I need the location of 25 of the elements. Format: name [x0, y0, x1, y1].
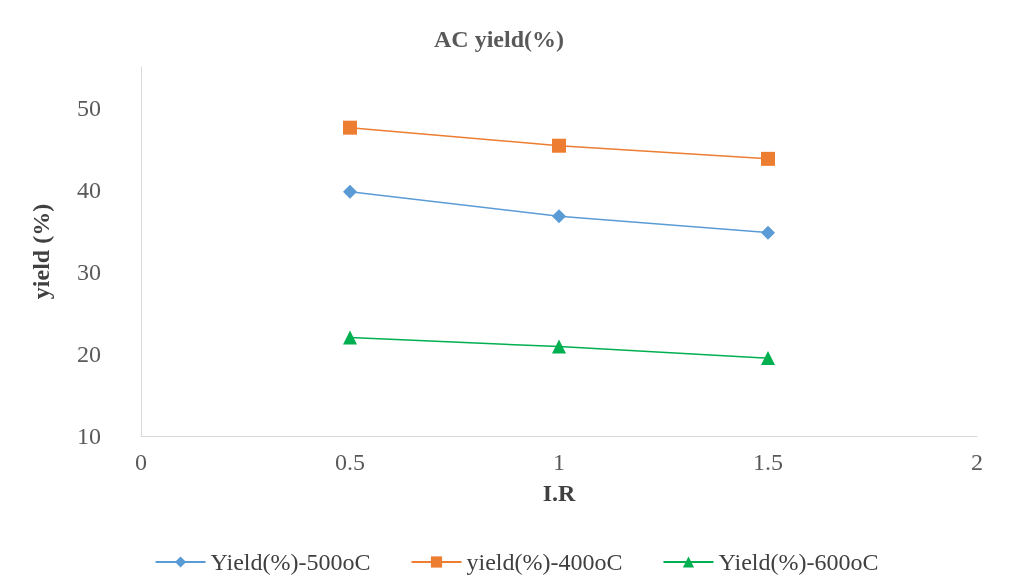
- y-tick-label: 30: [77, 259, 101, 285]
- point: [761, 151, 775, 166]
- point: [552, 339, 566, 354]
- x-tick-label: 0: [135, 449, 147, 475]
- y-tick-label: 20: [77, 341, 101, 367]
- y-tick-label: 10: [77, 423, 101, 449]
- y-axis-title: yield (%): [28, 203, 54, 300]
- point: [343, 330, 357, 345]
- point: [343, 184, 357, 199]
- point: [552, 209, 566, 224]
- x-tick-label: 1.5: [753, 449, 783, 475]
- point: [343, 120, 357, 135]
- point: [761, 351, 775, 366]
- x-tick-label: 2: [971, 449, 983, 475]
- chart-title: AC yield(%): [434, 26, 564, 52]
- point: [552, 138, 566, 153]
- legend-label: yield(%)-400oC: [466, 549, 623, 575]
- y-tick-label: 50: [77, 95, 101, 121]
- x-tick-label: 1: [553, 449, 565, 475]
- legend-label: Yield(%)-500oC: [210, 549, 371, 575]
- x-axis-title: I.R: [542, 480, 576, 506]
- point: [761, 225, 775, 240]
- y-tick-label: 40: [77, 177, 101, 203]
- x-tick-label: 0.5: [335, 449, 365, 475]
- legend-label: Yield(%)-600oC: [718, 549, 879, 575]
